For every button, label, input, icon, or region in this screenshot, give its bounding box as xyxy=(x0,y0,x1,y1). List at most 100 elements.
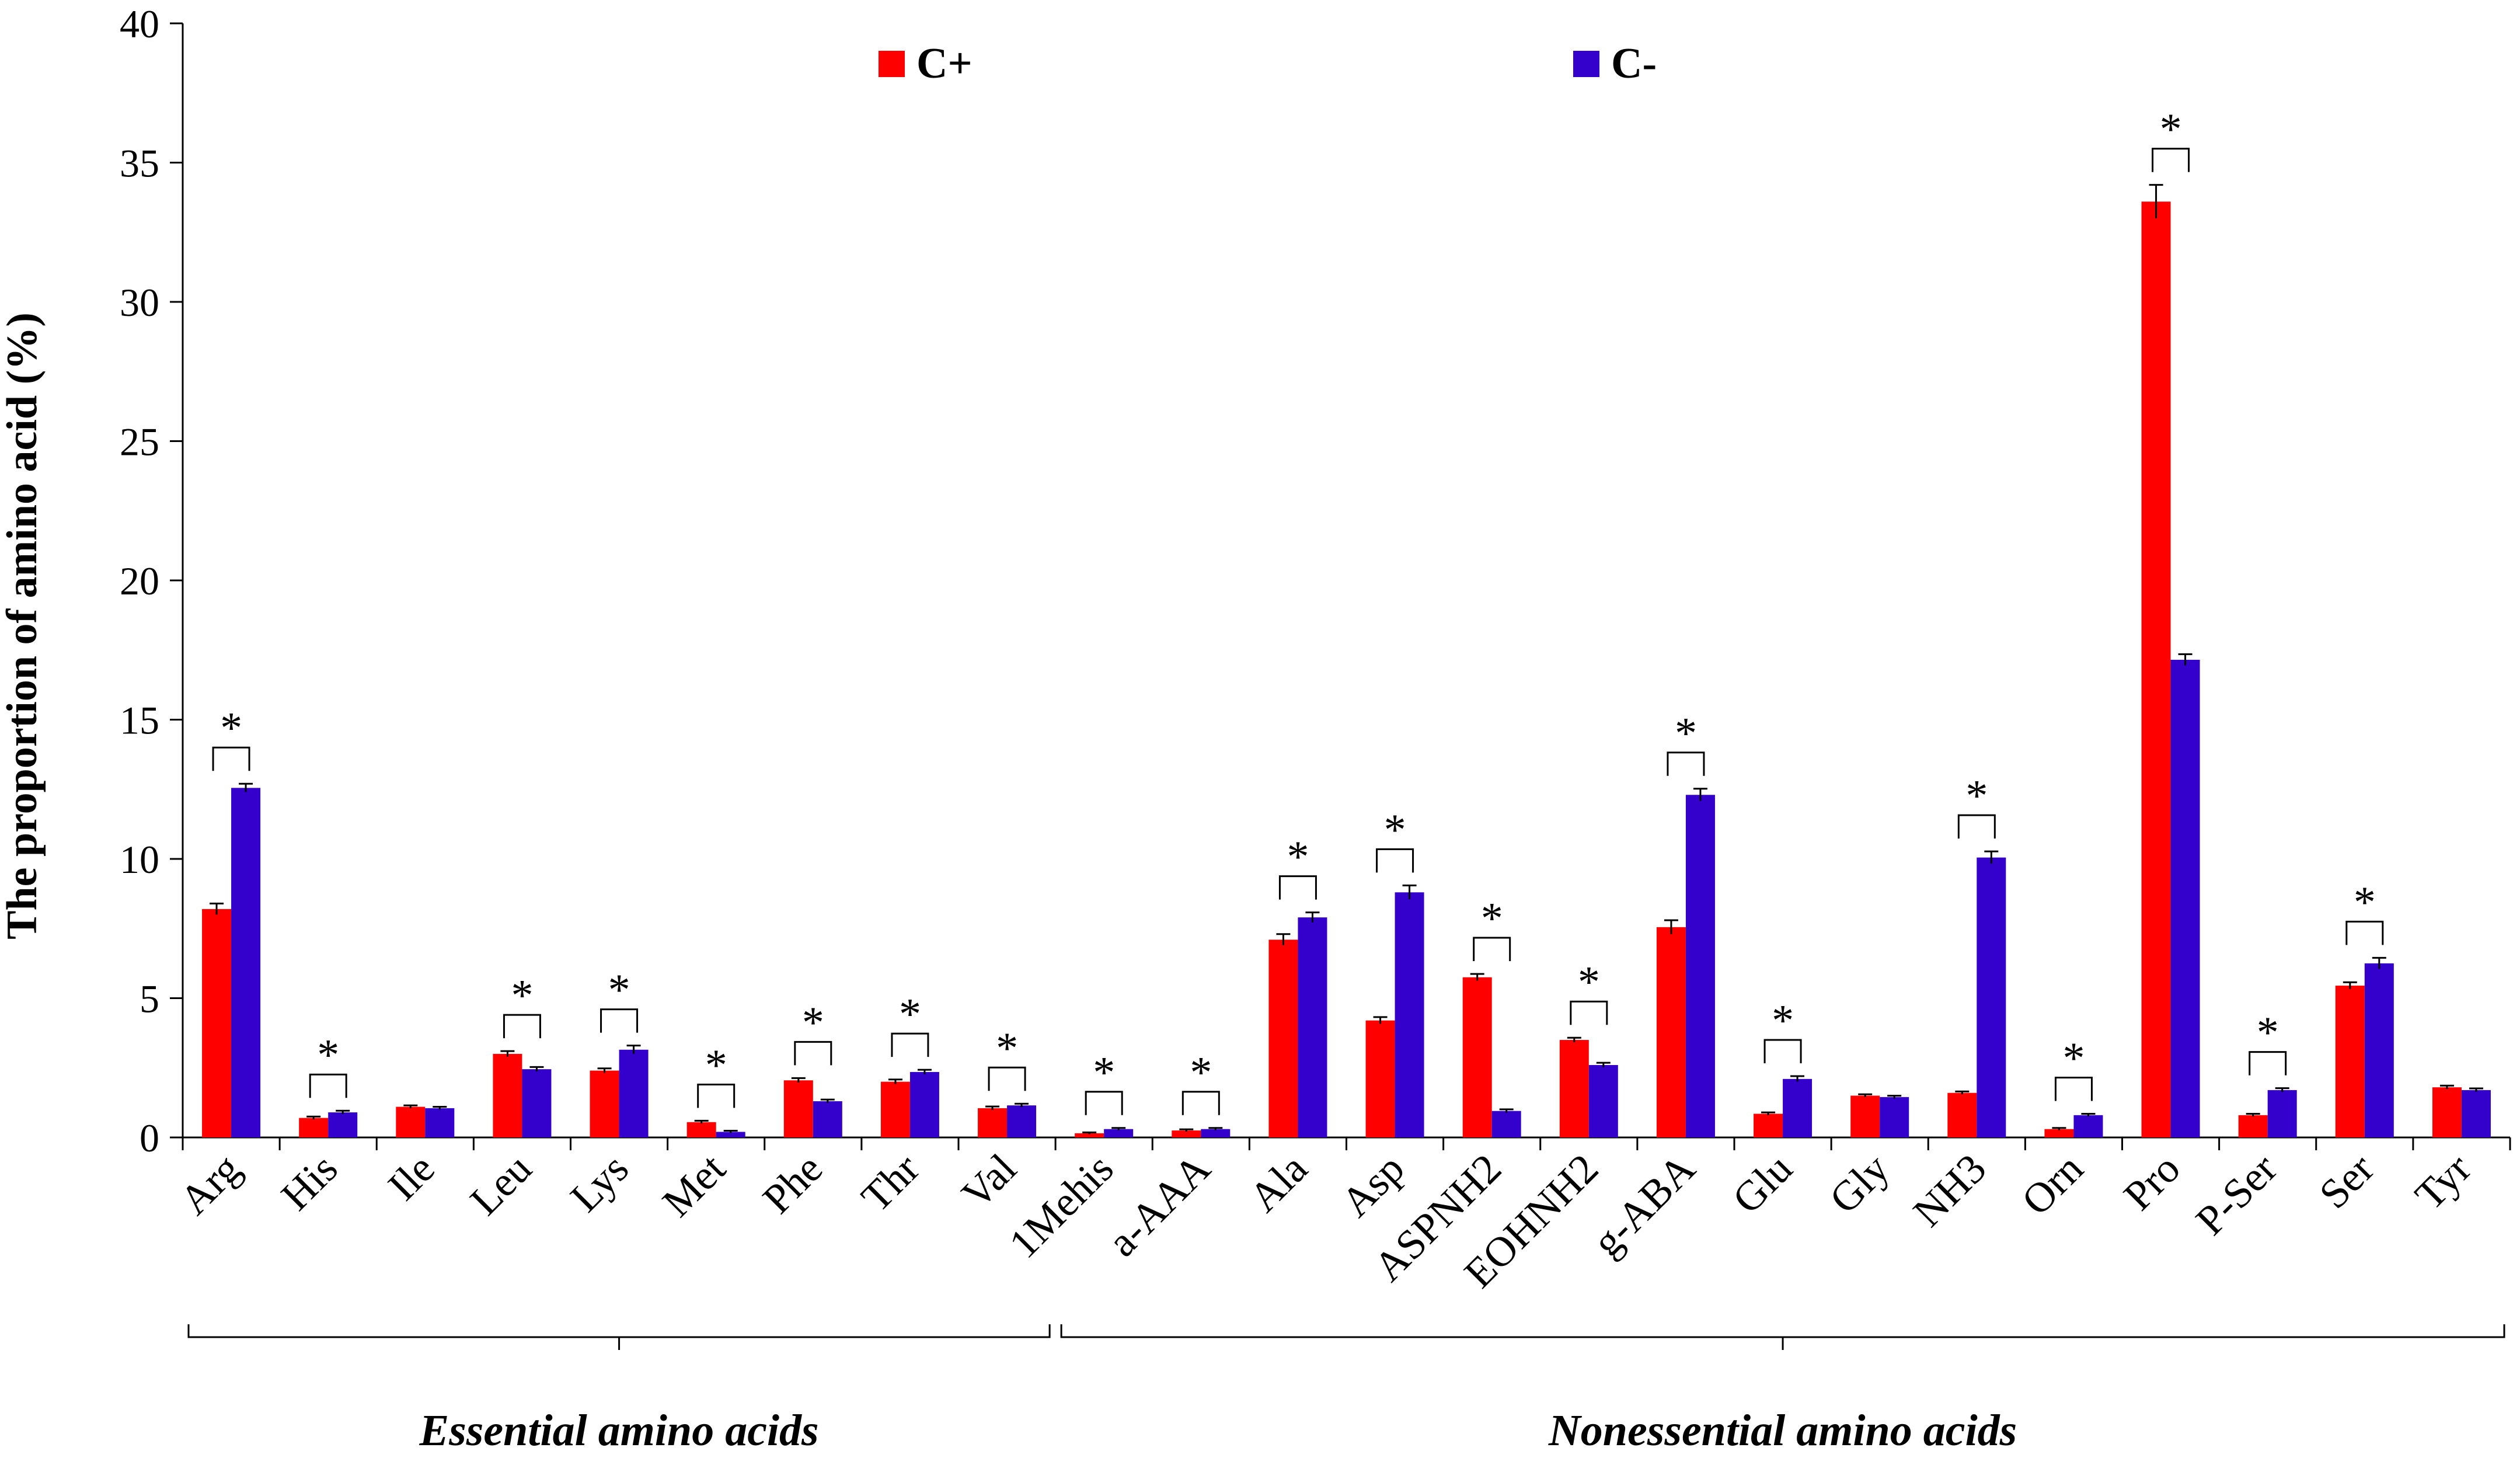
bar-c-plus-aspnh2 xyxy=(1462,977,1492,1137)
bar-c-minus-aspnh2 xyxy=(1491,1111,1521,1137)
significance-star-ser: * xyxy=(2354,878,2376,927)
bar-c-plus-ala xyxy=(1268,939,1298,1137)
significance-bracket-val xyxy=(988,1066,1026,1091)
significance-bracket-aspnh2 xyxy=(1473,937,1511,961)
significance-star-a-aaa: * xyxy=(1190,1048,1212,1097)
significance-bracket-g-aba xyxy=(1667,751,1705,776)
x-category-label-asp: Asp xyxy=(1332,1145,1413,1226)
group-brace-essential-amino-acids xyxy=(187,1324,1051,1350)
bar-c-minus-gly xyxy=(1880,1097,1909,1137)
significance-star-1mehis: * xyxy=(1093,1048,1115,1097)
bar-c-plus-thr xyxy=(880,1081,910,1137)
x-category-label-g-aba: g-ABA xyxy=(1584,1145,1704,1265)
bar-c-plus-arg xyxy=(202,909,232,1137)
significance-star-val: * xyxy=(996,1024,1018,1073)
significance-star-thr: * xyxy=(899,990,921,1039)
significance-star-ala: * xyxy=(1287,833,1309,882)
bar-c-plus-gly xyxy=(1850,1095,1880,1137)
y-tick-label: 35 xyxy=(120,141,159,186)
significance-star-eohnh2: * xyxy=(1578,958,1600,1007)
x-category-label-orn: Orn xyxy=(2013,1145,2092,1224)
bar-c-plus-asp xyxy=(1365,1020,1395,1137)
significance-bracket-leu xyxy=(503,1014,541,1039)
significance-star-leu: * xyxy=(511,971,533,1020)
bar-c-plus-pro xyxy=(2141,201,2171,1137)
y-tick-label: 25 xyxy=(120,420,159,464)
y-tick-label: 15 xyxy=(120,698,159,743)
bar-c-plus-a-aaa xyxy=(1172,1130,1201,1137)
legend-swatch-c-plus xyxy=(879,51,905,77)
significance-bracket-eohnh2 xyxy=(1570,1000,1608,1025)
category-groups: Essential amino acids Nonessential amino … xyxy=(187,1324,2505,1455)
legend: C+ C- xyxy=(879,40,1657,88)
x-category-label-phe: Phe xyxy=(754,1145,831,1223)
bar-c-plus-his xyxy=(299,1118,329,1137)
significance-bracket-1mehis xyxy=(1085,1091,1123,1115)
x-category-label-his: His xyxy=(272,1145,346,1219)
group-label-nonessential-amino-acids: Nonessential amino acids xyxy=(1548,1406,2017,1455)
significance-bracket-met xyxy=(697,1083,736,1108)
significance-star-nh3: * xyxy=(1965,771,1988,820)
bar-c-minus-val xyxy=(1007,1105,1037,1137)
y-tick-label: 10 xyxy=(120,837,159,882)
significance-star-arg: * xyxy=(220,704,242,753)
bar-c-minus-orn xyxy=(2073,1115,2103,1137)
bar-c-plus-tyr xyxy=(2432,1087,2462,1137)
x-category-label-met: Met xyxy=(653,1145,734,1226)
significance-star-g-aba: * xyxy=(1675,709,1697,758)
bar-c-minus-ile xyxy=(425,1108,455,1137)
x-category-label-a-aaa: a-AAA xyxy=(1099,1145,1219,1265)
bar-c-plus-met xyxy=(686,1122,716,1137)
legend-swatch-c-minus xyxy=(1573,51,1599,77)
x-category-label-1mehis: 1Mehis xyxy=(1000,1145,1122,1267)
bar-c-plus-ile xyxy=(396,1106,426,1137)
significance-star-orn: * xyxy=(2062,1034,2085,1083)
x-category-label-gly: Gly xyxy=(1821,1145,1898,1223)
x-category-label-pro: Pro xyxy=(2115,1145,2189,1219)
group-brace-nonessential-amino-acids xyxy=(1060,1324,2505,1350)
bar-c-plus-g-aba xyxy=(1656,927,1686,1137)
y-tick-label: 30 xyxy=(120,280,159,325)
y-tick-label: 20 xyxy=(120,559,159,603)
legend-label-c-minus: C- xyxy=(1611,40,1657,88)
legend-label-c-plus: C+ xyxy=(916,40,973,88)
bar-c-plus-1mehis xyxy=(1075,1133,1104,1137)
error-bars xyxy=(210,184,2483,1135)
significance-star-aspnh2: * xyxy=(1481,894,1503,943)
significance-bracket-a-aaa xyxy=(1181,1091,1220,1115)
significance-bracket-ser xyxy=(2345,920,2384,945)
bar-c-plus-eohnh2 xyxy=(1559,1040,1589,1137)
bar-c-minus-his xyxy=(328,1112,358,1137)
bar-c-minus-thr xyxy=(909,1071,939,1137)
significance-bracket-his xyxy=(309,1073,347,1098)
bar-c-plus-orn xyxy=(2044,1129,2074,1137)
bar-c-minus-glu xyxy=(1783,1078,1813,1137)
bar-c-minus-lys xyxy=(619,1049,649,1137)
x-category-label-glu: Glu xyxy=(1723,1145,1801,1223)
significance-bracket-p-ser xyxy=(2249,1051,2287,1076)
bars xyxy=(202,201,2491,1137)
bar-c-minus-eohnh2 xyxy=(1588,1064,1618,1137)
significance-star-pro: * xyxy=(2160,105,2182,154)
significance-bracket-glu xyxy=(1763,1039,1802,1064)
significance-bracket-orn xyxy=(2054,1076,2093,1101)
bar-c-plus-p-ser xyxy=(2238,1115,2268,1137)
significance-markers: * * * * * * * * * * * * * * * * * * * * * xyxy=(212,105,2384,1115)
bar-c-minus-leu xyxy=(522,1069,552,1137)
group-label-essential-amino-acids: Essential amino acids xyxy=(419,1406,819,1455)
x-category-label-leu: Leu xyxy=(461,1145,541,1224)
bar-c-plus-phe xyxy=(783,1080,813,1137)
bar-c-plus-nh3 xyxy=(1947,1092,1977,1137)
bar-c-plus-ser xyxy=(2335,986,2365,1137)
significance-star-glu: * xyxy=(1772,996,1794,1045)
bar-c-minus-met xyxy=(716,1132,745,1137)
significance-bracket-thr xyxy=(891,1032,929,1057)
bar-c-plus-lys xyxy=(590,1070,619,1137)
significance-bracket-arg xyxy=(212,746,250,771)
x-category-label-lys: Lys xyxy=(562,1145,637,1221)
bar-c-minus-arg xyxy=(231,788,261,1137)
bar-c-plus-val xyxy=(978,1108,1008,1137)
bar-c-minus-nh3 xyxy=(1977,857,2006,1137)
